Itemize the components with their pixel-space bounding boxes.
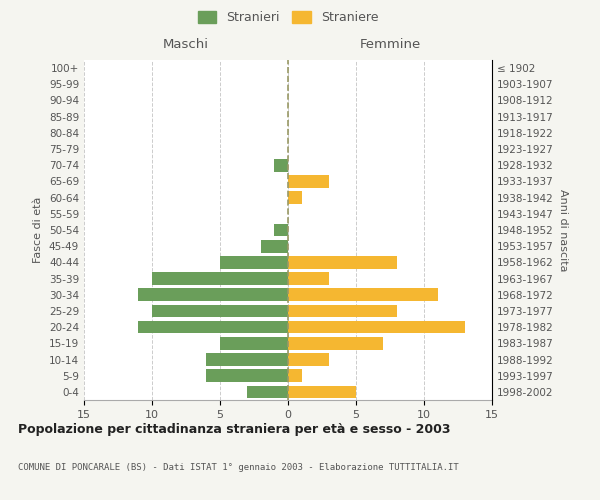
Bar — [288, 288, 437, 301]
Bar — [247, 386, 288, 398]
Bar — [288, 370, 302, 382]
Text: Maschi: Maschi — [163, 38, 209, 51]
Bar — [288, 192, 302, 204]
Y-axis label: Fasce di età: Fasce di età — [34, 197, 43, 263]
Bar — [206, 353, 288, 366]
Bar — [261, 240, 288, 252]
Bar — [139, 321, 288, 334]
Bar — [152, 304, 288, 318]
Bar — [274, 224, 288, 236]
Bar — [220, 256, 288, 268]
Bar — [288, 304, 397, 318]
Bar — [288, 175, 329, 188]
Bar — [139, 288, 288, 301]
Bar — [288, 256, 397, 268]
Bar — [288, 353, 329, 366]
Bar — [288, 272, 329, 285]
Bar — [288, 337, 383, 349]
Bar — [220, 337, 288, 349]
Bar — [206, 370, 288, 382]
Text: Femmine: Femmine — [359, 38, 421, 51]
Text: Popolazione per cittadinanza straniera per età e sesso - 2003: Popolazione per cittadinanza straniera p… — [18, 422, 451, 436]
Bar — [274, 159, 288, 172]
Bar — [152, 272, 288, 285]
Bar — [288, 386, 356, 398]
Y-axis label: Anni di nascita: Anni di nascita — [557, 188, 568, 271]
Legend: Stranieri, Straniere: Stranieri, Straniere — [193, 6, 383, 29]
Bar — [288, 321, 465, 334]
Text: COMUNE DI PONCARALE (BS) - Dati ISTAT 1° gennaio 2003 - Elaborazione TUTTITALIA.: COMUNE DI PONCARALE (BS) - Dati ISTAT 1°… — [18, 462, 459, 471]
